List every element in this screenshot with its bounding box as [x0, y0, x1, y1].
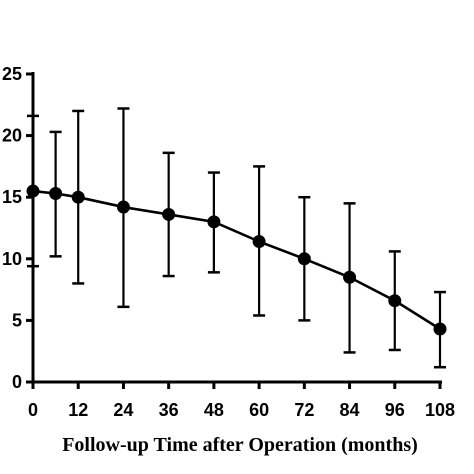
error-bars — [27, 107, 446, 369]
x-axis-ticks: 0 12 24 36 48 60 72 84 96 108 — [28, 382, 455, 420]
x-tick-label: 84 — [340, 400, 360, 420]
data-point — [71, 190, 85, 204]
x-tick-label: 48 — [204, 400, 224, 420]
data-point — [207, 215, 221, 229]
y-axis-ticks: 0 5 10 15 20 25 — [2, 64, 33, 392]
data-point — [388, 294, 402, 308]
data-points — [26, 184, 447, 336]
x-tick-label: 36 — [159, 400, 179, 420]
series-line-group — [32, 189, 441, 331]
x-tick-label: 96 — [385, 400, 405, 420]
data-point — [252, 235, 266, 249]
data-point — [297, 252, 311, 266]
y-tick-label: 15 — [2, 187, 22, 207]
data-point — [162, 207, 176, 221]
x-tick-label: 0 — [28, 400, 38, 420]
x-tick-label: 60 — [249, 400, 269, 420]
series-line — [32, 189, 441, 331]
x-tick-label: 24 — [113, 400, 133, 420]
data-point — [26, 184, 40, 198]
y-tick-label: 25 — [2, 64, 22, 84]
y-tick-label: 0 — [12, 372, 22, 392]
data-point — [433, 322, 447, 336]
y-tick-label: 5 — [12, 310, 22, 330]
x-tick-label: 108 — [425, 400, 455, 420]
data-point — [343, 270, 357, 284]
x-tick-label: 72 — [294, 400, 314, 420]
x-axis-title: Follow-up Time after Operation (months) — [62, 434, 418, 456]
y-tick-label: 20 — [2, 126, 22, 146]
data-point — [116, 200, 130, 214]
axes — [31, 72, 442, 384]
x-tick-label: 12 — [68, 400, 88, 420]
data-point — [49, 187, 63, 201]
y-tick-label: 10 — [2, 249, 22, 269]
